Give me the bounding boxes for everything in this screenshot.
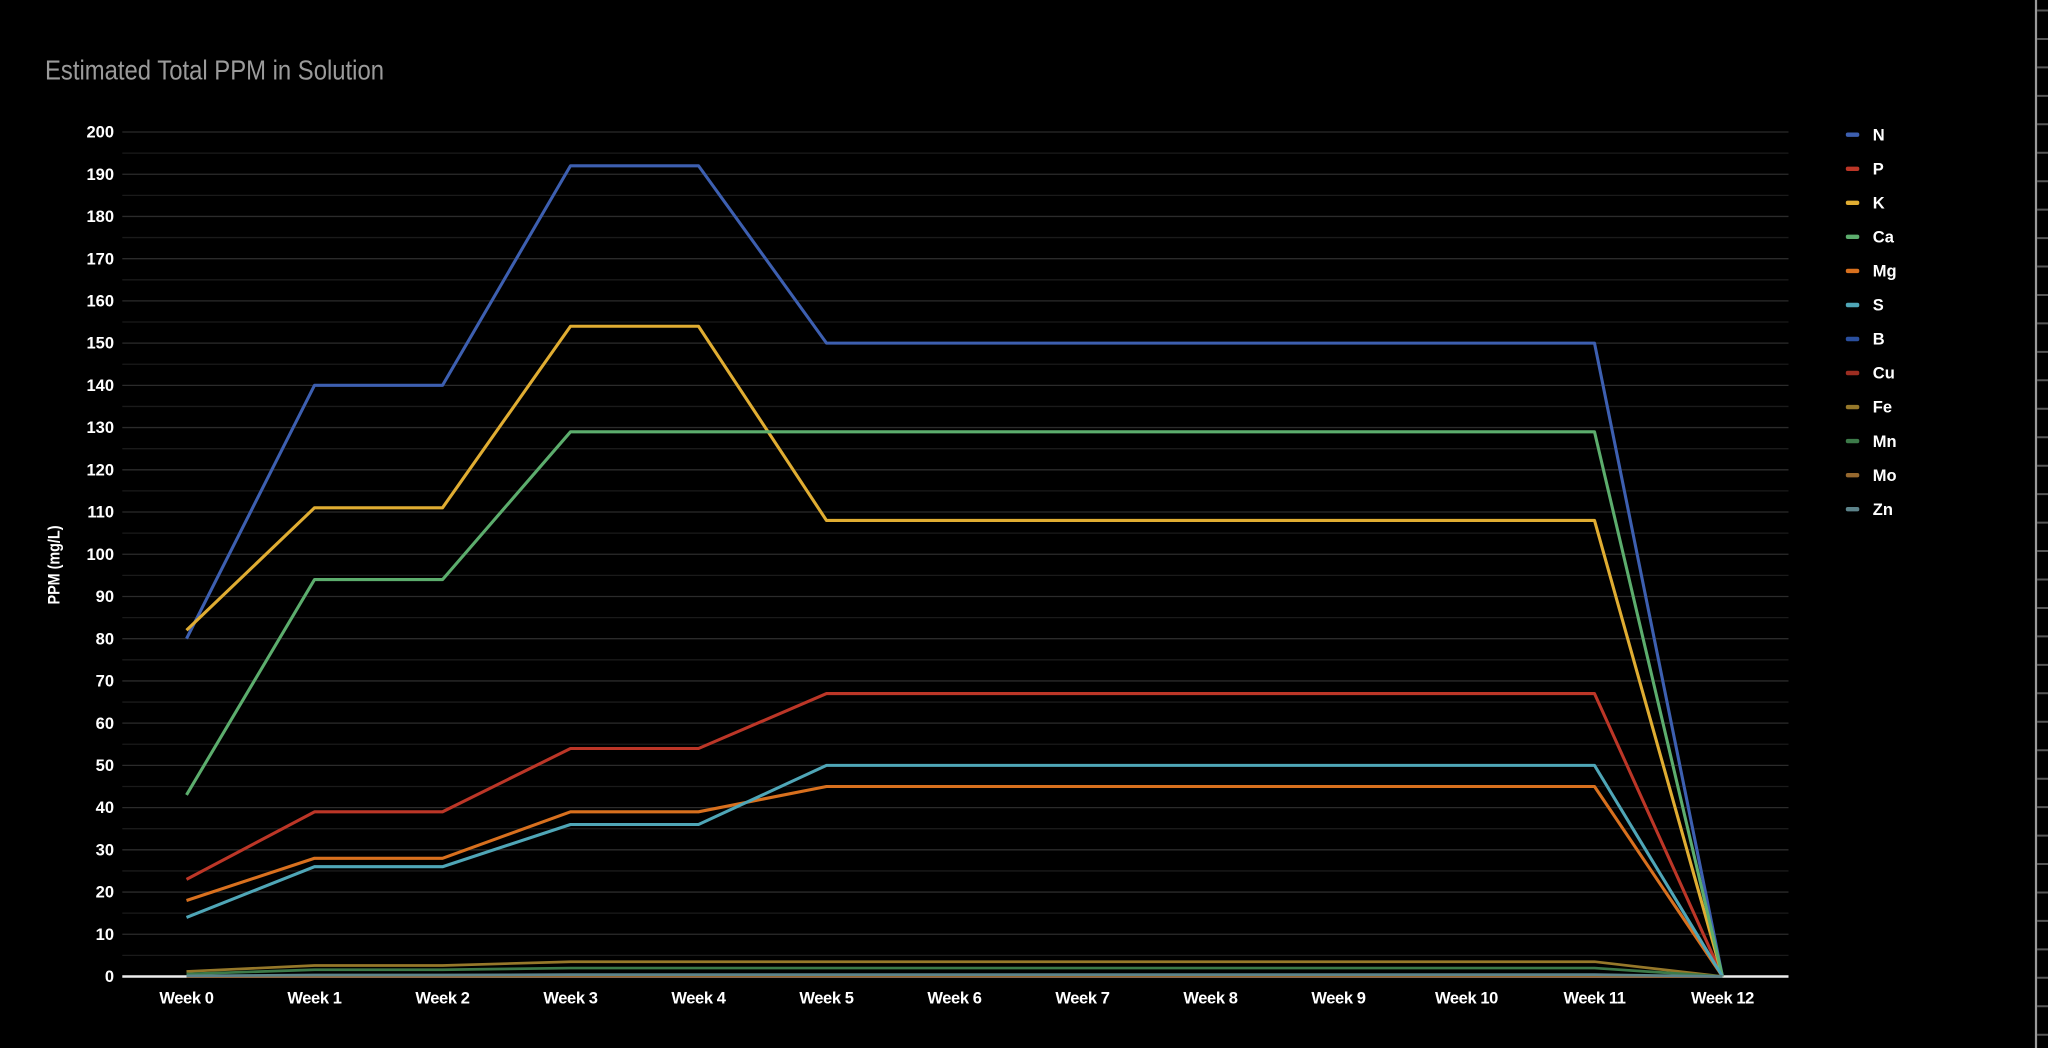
- svg-text:120: 120: [86, 461, 114, 479]
- svg-text:K: K: [1873, 194, 1885, 212]
- svg-text:Week 2: Week 2: [415, 989, 469, 1007]
- svg-text:PPM (mg/L): PPM (mg/L): [46, 526, 64, 605]
- svg-text:200: 200: [86, 124, 114, 142]
- svg-text:20: 20: [96, 884, 114, 902]
- svg-text:10: 10: [96, 926, 114, 944]
- svg-text:90: 90: [96, 588, 114, 606]
- svg-text:60: 60: [96, 715, 114, 733]
- svg-text:Week 0: Week 0: [159, 989, 213, 1007]
- svg-text:Mg: Mg: [1873, 263, 1897, 281]
- svg-text:Week 10: Week 10: [1435, 989, 1498, 1007]
- svg-text:Week 6: Week 6: [927, 989, 981, 1007]
- svg-text:100: 100: [86, 546, 114, 564]
- svg-text:130: 130: [86, 419, 114, 437]
- svg-text:Fe: Fe: [1873, 399, 1892, 417]
- svg-text:Week 12: Week 12: [1691, 989, 1754, 1007]
- svg-text:150: 150: [86, 335, 114, 353]
- svg-text:Week 7: Week 7: [1055, 989, 1109, 1007]
- svg-text:Week 3: Week 3: [543, 989, 597, 1007]
- svg-text:30: 30: [96, 841, 114, 859]
- svg-text:B: B: [1873, 331, 1885, 349]
- svg-text:Mn: Mn: [1873, 433, 1897, 451]
- svg-text:160: 160: [86, 293, 114, 311]
- svg-text:Zn: Zn: [1873, 501, 1893, 519]
- svg-text:Ca: Ca: [1873, 228, 1895, 246]
- svg-text:Week 9: Week 9: [1311, 989, 1365, 1007]
- svg-text:Week 1: Week 1: [287, 989, 341, 1007]
- svg-text:0: 0: [105, 968, 114, 986]
- svg-text:110: 110: [87, 504, 114, 522]
- svg-text:S: S: [1873, 297, 1884, 315]
- svg-text:Week 8: Week 8: [1183, 989, 1237, 1007]
- svg-text:Week 4: Week 4: [671, 989, 726, 1007]
- svg-text:140: 140: [86, 377, 114, 395]
- svg-text:Week 11: Week 11: [1563, 989, 1625, 1007]
- svg-text:N: N: [1873, 126, 1885, 144]
- svg-text:50: 50: [96, 757, 114, 775]
- svg-text:190: 190: [86, 166, 114, 184]
- svg-text:40: 40: [96, 799, 114, 817]
- svg-text:Cu: Cu: [1873, 365, 1895, 383]
- svg-text:Week 5: Week 5: [799, 989, 853, 1007]
- svg-text:180: 180: [86, 208, 114, 226]
- svg-text:80: 80: [96, 630, 114, 648]
- svg-text:Mo: Mo: [1873, 467, 1897, 485]
- svg-text:Estimated Total PPM in Solutio: Estimated Total PPM in Solution: [45, 55, 384, 86]
- svg-text:170: 170: [86, 250, 114, 268]
- svg-text:70: 70: [96, 673, 114, 691]
- svg-text:P: P: [1873, 160, 1884, 178]
